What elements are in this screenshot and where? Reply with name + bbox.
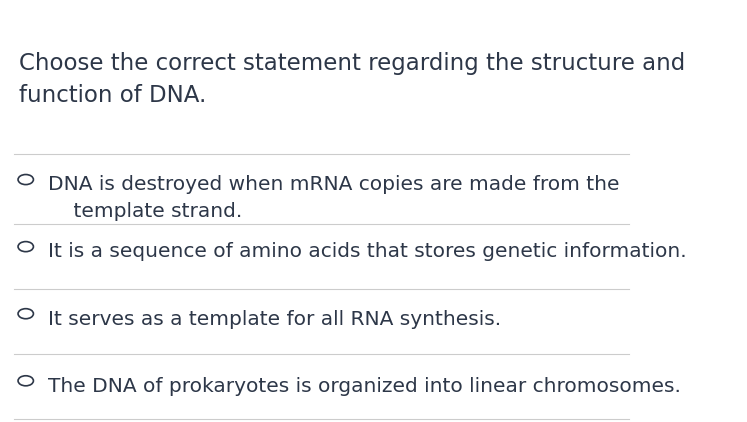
Text: Choose the correct statement regarding the structure and
function of DNA.: Choose the correct statement regarding t…: [19, 52, 686, 107]
Text: The DNA of prokaryotes is organized into linear chromosomes.: The DNA of prokaryotes is organized into…: [48, 376, 681, 395]
Text: It is a sequence of amino acids that stores genetic information.: It is a sequence of amino acids that sto…: [48, 243, 686, 262]
Text: It serves as a template for all RNA synthesis.: It serves as a template for all RNA synt…: [48, 309, 500, 328]
Text: DNA is destroyed when mRNA copies are made from the
    template strand.: DNA is destroyed when mRNA copies are ma…: [48, 176, 619, 221]
